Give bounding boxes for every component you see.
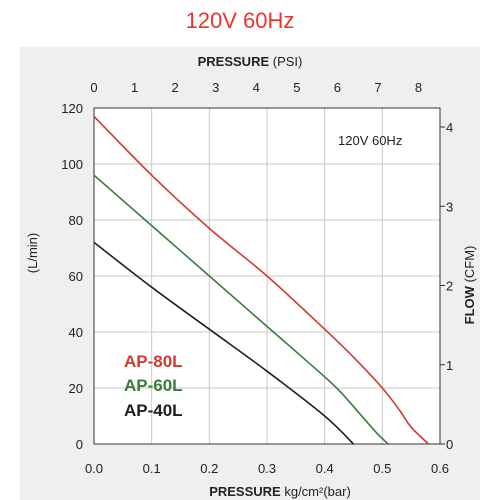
bottom-axis-title: PRESSURE kg/cm²(bar) — [209, 484, 351, 499]
y-right-tick-label: 3 — [446, 199, 453, 214]
y-right-tick-label: 4 — [446, 120, 453, 135]
x-bottom-tick-label: 0.6 — [431, 461, 449, 476]
x-top-tick-label: 0 — [90, 80, 97, 95]
y-left-tick-label: 120 — [61, 101, 83, 116]
y-left-tick-label: 60 — [69, 269, 83, 284]
bottom-axis-title-unit: kg/cm²(bar) — [284, 484, 350, 499]
x-top-tick-label: 6 — [334, 80, 341, 95]
x-bottom-tick-label: 0.5 — [373, 461, 391, 476]
x-bottom-tick-label: 0.3 — [258, 461, 276, 476]
x-bottom-tick-label: 0.0 — [85, 461, 103, 476]
x-bottom-tick-label: 0.4 — [316, 461, 334, 476]
series-line-ap-40l — [93, 241, 355, 445]
chart-annotation: 120V 60Hz — [338, 133, 402, 148]
page-title: 120V 60Hz — [185, 8, 295, 33]
legend-item-ap-80l: AP-80L — [124, 352, 183, 371]
series-line-ap-80l — [93, 115, 430, 445]
series-lines — [93, 115, 430, 445]
left-axis-title: (L/min) — [25, 233, 40, 273]
bottom-axis-title-main: PRESSURE — [209, 484, 281, 499]
right-axis-title-unit: (CFM) — [462, 246, 477, 283]
x-bottom-tick-label: 0.2 — [200, 461, 218, 476]
top-axis-title-main: PRESSURE — [198, 54, 270, 69]
legend: AP-80L AP-60L AP-40L — [124, 352, 183, 420]
legend-item-ap-40l: AP-40L — [124, 401, 183, 420]
right-axis-title: FLOW (CFM) — [462, 246, 477, 325]
top-axis-title: PRESSURE (PSI) — [198, 54, 303, 69]
y-right-tick-label: 1 — [446, 358, 453, 373]
y-left-tick-label: 20 — [69, 381, 83, 396]
legend-item-ap-60l: AP-60L — [124, 376, 183, 395]
series-line-ap-60l — [93, 174, 389, 445]
y-left-tick-label: 40 — [69, 325, 83, 340]
y-right-tick-label: 0 — [446, 437, 453, 452]
x-top-tick-label: 7 — [374, 80, 381, 95]
y-right-tick-label: 2 — [446, 279, 453, 294]
top-axis-title-unit: (PSI) — [273, 54, 303, 69]
y-left-tick-label: 80 — [69, 213, 83, 228]
x-bottom-tick-label: 0.1 — [143, 461, 161, 476]
plot-frame — [93, 107, 441, 445]
x-top-tick-label: 3 — [212, 80, 219, 95]
y-left-tick-label: 100 — [61, 157, 83, 172]
x-top-tick-label: 8 — [415, 80, 422, 95]
x-top-tick-label: 4 — [253, 80, 260, 95]
right-axis-title-main: FLOW — [462, 285, 477, 324]
x-top-tick-label: 5 — [293, 80, 300, 95]
x-top-tick-label: 2 — [172, 80, 179, 95]
x-top-tick-label: 1 — [131, 80, 138, 95]
y-left-tick-label: 0 — [76, 437, 83, 452]
